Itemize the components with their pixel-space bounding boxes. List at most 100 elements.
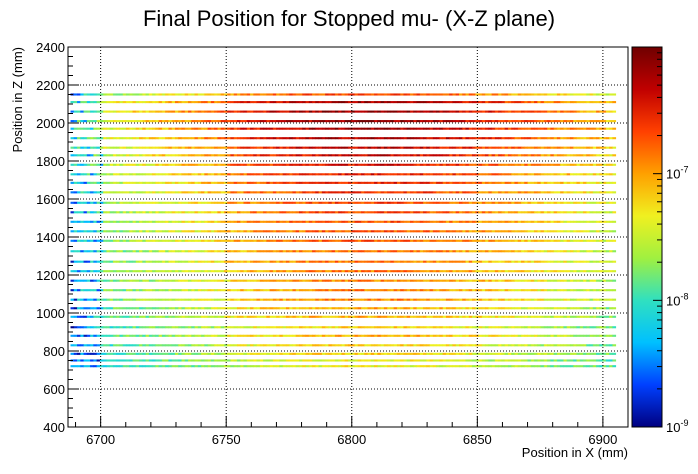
heatmap-cell (103, 181, 107, 184)
heatmap-cell (201, 191, 205, 194)
heatmap-cell (566, 101, 571, 104)
heatmap-cell (119, 220, 124, 223)
heatmap-cell (569, 120, 574, 123)
heatmap-cell (481, 307, 486, 310)
heatmap-cell (348, 127, 352, 130)
heatmap-cell (178, 163, 182, 166)
heatmap-cell (122, 334, 127, 337)
heatmap-cell (266, 163, 271, 166)
heatmap-cell (70, 191, 75, 194)
heatmap-cell (563, 270, 568, 273)
heatmap-cell (181, 250, 186, 253)
heatmap-cell (112, 298, 117, 301)
heatmap-cell (527, 211, 532, 214)
heatmap-cell (73, 260, 78, 263)
heatmap-cell (152, 230, 156, 233)
heatmap-cell (197, 270, 202, 273)
heatmap-cell (563, 359, 568, 362)
heatmap-cell (227, 146, 231, 149)
heatmap-cell (481, 239, 486, 242)
heatmap-cell (338, 260, 342, 263)
heatmap-cell (165, 326, 169, 329)
heatmap-cell (468, 181, 473, 184)
heatmap-cell (553, 110, 558, 113)
heatmap-cell (295, 137, 300, 140)
heatmap-cell (321, 163, 326, 166)
heatmap-cell (344, 279, 349, 282)
heatmap-cell (266, 315, 271, 318)
heatmap-cell (517, 230, 522, 233)
heatmap-cell (579, 191, 584, 194)
heatmap-cell (462, 211, 466, 214)
heatmap-cell (599, 137, 604, 140)
heatmap-cell (112, 307, 117, 310)
heatmap-cell (569, 154, 574, 157)
heatmap-cell (325, 120, 329, 123)
heatmap-cell (86, 344, 91, 347)
heatmap-cell (318, 298, 323, 301)
heatmap-cell (485, 220, 489, 223)
heatmap-cell (142, 191, 146, 194)
heatmap-cell (423, 344, 427, 347)
heatmap-cell (155, 146, 160, 149)
heatmap-cell (592, 326, 597, 329)
heatmap-cell (201, 230, 205, 233)
heatmap-cell (344, 352, 349, 355)
heatmap-cell (589, 211, 594, 214)
heatmap-cell (540, 163, 545, 166)
heatmap-cell (148, 101, 153, 104)
heatmap-cell (374, 289, 378, 292)
heatmap-cell (416, 315, 421, 318)
heatmap-cell (393, 146, 398, 149)
heatmap-cell (240, 326, 244, 329)
heatmap-cell (230, 307, 235, 310)
heatmap-cell (106, 146, 111, 149)
heatmap-cell (308, 101, 313, 104)
heatmap-cell (178, 359, 182, 362)
heatmap-cell (217, 173, 222, 176)
heatmap-cell (524, 260, 528, 263)
heatmap-cell (514, 211, 519, 214)
heatmap-cell (583, 154, 587, 157)
heatmap-cell (308, 163, 313, 166)
heatmap-cell (504, 137, 509, 140)
heatmap-cell (96, 289, 101, 292)
heatmap-cell (80, 230, 84, 233)
heatmap-cell (445, 260, 450, 263)
heatmap-cell (380, 359, 385, 362)
heatmap-cell (377, 365, 382, 368)
heatmap-cell (289, 250, 293, 253)
heatmap-cell (563, 326, 568, 329)
heatmap-cell (318, 120, 323, 123)
heatmap-cell (259, 211, 264, 214)
heatmap-cell (478, 344, 483, 347)
heatmap-cell (517, 137, 522, 140)
heatmap-cell (439, 191, 444, 194)
heatmap-cell (96, 344, 101, 347)
heatmap-cell (537, 173, 542, 176)
heatmap-cell (423, 307, 427, 310)
heatmap-cell (86, 270, 91, 273)
heatmap-cell (596, 270, 600, 273)
heatmap-cell (416, 334, 421, 337)
heatmap-cell (547, 344, 551, 347)
heatmap-cell (227, 181, 231, 184)
heatmap-cell (73, 211, 78, 214)
heatmap-cell (109, 163, 114, 166)
heatmap-cell (214, 201, 218, 204)
heatmap-cell (419, 211, 424, 214)
heatmap-cell (361, 220, 365, 223)
heatmap-cell (400, 127, 404, 130)
heatmap-cell (553, 260, 558, 263)
heatmap-cell (491, 326, 496, 329)
heatmap-cell (126, 163, 130, 166)
heatmap-cell (155, 181, 160, 184)
heatmap-cell (191, 220, 195, 223)
heatmap-cell (556, 326, 561, 329)
heatmap-cell (592, 146, 597, 149)
heatmap-cell (429, 154, 434, 157)
heatmap-cell (396, 220, 401, 223)
heatmap-cell (223, 359, 228, 362)
heatmap-cell (256, 344, 261, 347)
